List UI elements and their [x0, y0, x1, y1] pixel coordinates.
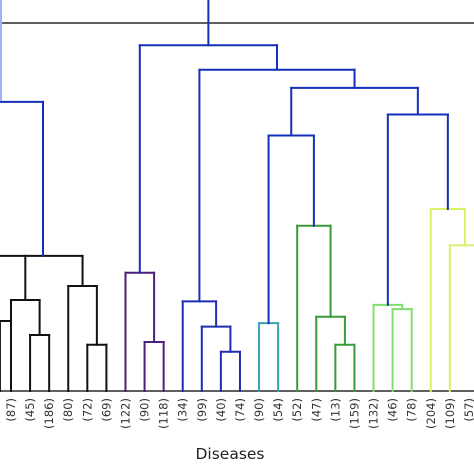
leaf-label: (122) [118, 398, 132, 429]
leaf-label: (74) [233, 398, 247, 422]
leaf-label: (69) [99, 398, 113, 422]
leaf-label: (72) [80, 398, 94, 422]
leaf-label: (78) [405, 398, 419, 422]
leaf-label: (40) [214, 398, 228, 422]
leaf-label: (204) [424, 398, 438, 429]
leaf-label: (90) [252, 398, 266, 422]
leaf-label: (54) [271, 398, 285, 422]
leaf-label: (57) [462, 398, 474, 422]
leaf-label: (132) [367, 398, 381, 429]
leaf-label: (159) [347, 398, 361, 429]
leaf-label: (34) [176, 398, 190, 422]
leaf-label: (90) [138, 398, 152, 422]
leaf-label: (186) [42, 398, 56, 429]
leaf-label: (45) [23, 398, 37, 422]
leaf-label: (118) [157, 398, 171, 429]
leaf-label: (99) [195, 398, 209, 422]
leaf-label: (80) [61, 398, 75, 422]
x-axis-title: Diseases [195, 445, 264, 463]
leaf-label: (52) [290, 398, 304, 422]
leaf-label: (46) [386, 398, 400, 422]
leaf-label: (109) [443, 398, 457, 429]
leaf-label: (87) [4, 398, 18, 422]
leaf-label: (13) [328, 398, 342, 422]
leaf-label: (47) [309, 398, 323, 422]
